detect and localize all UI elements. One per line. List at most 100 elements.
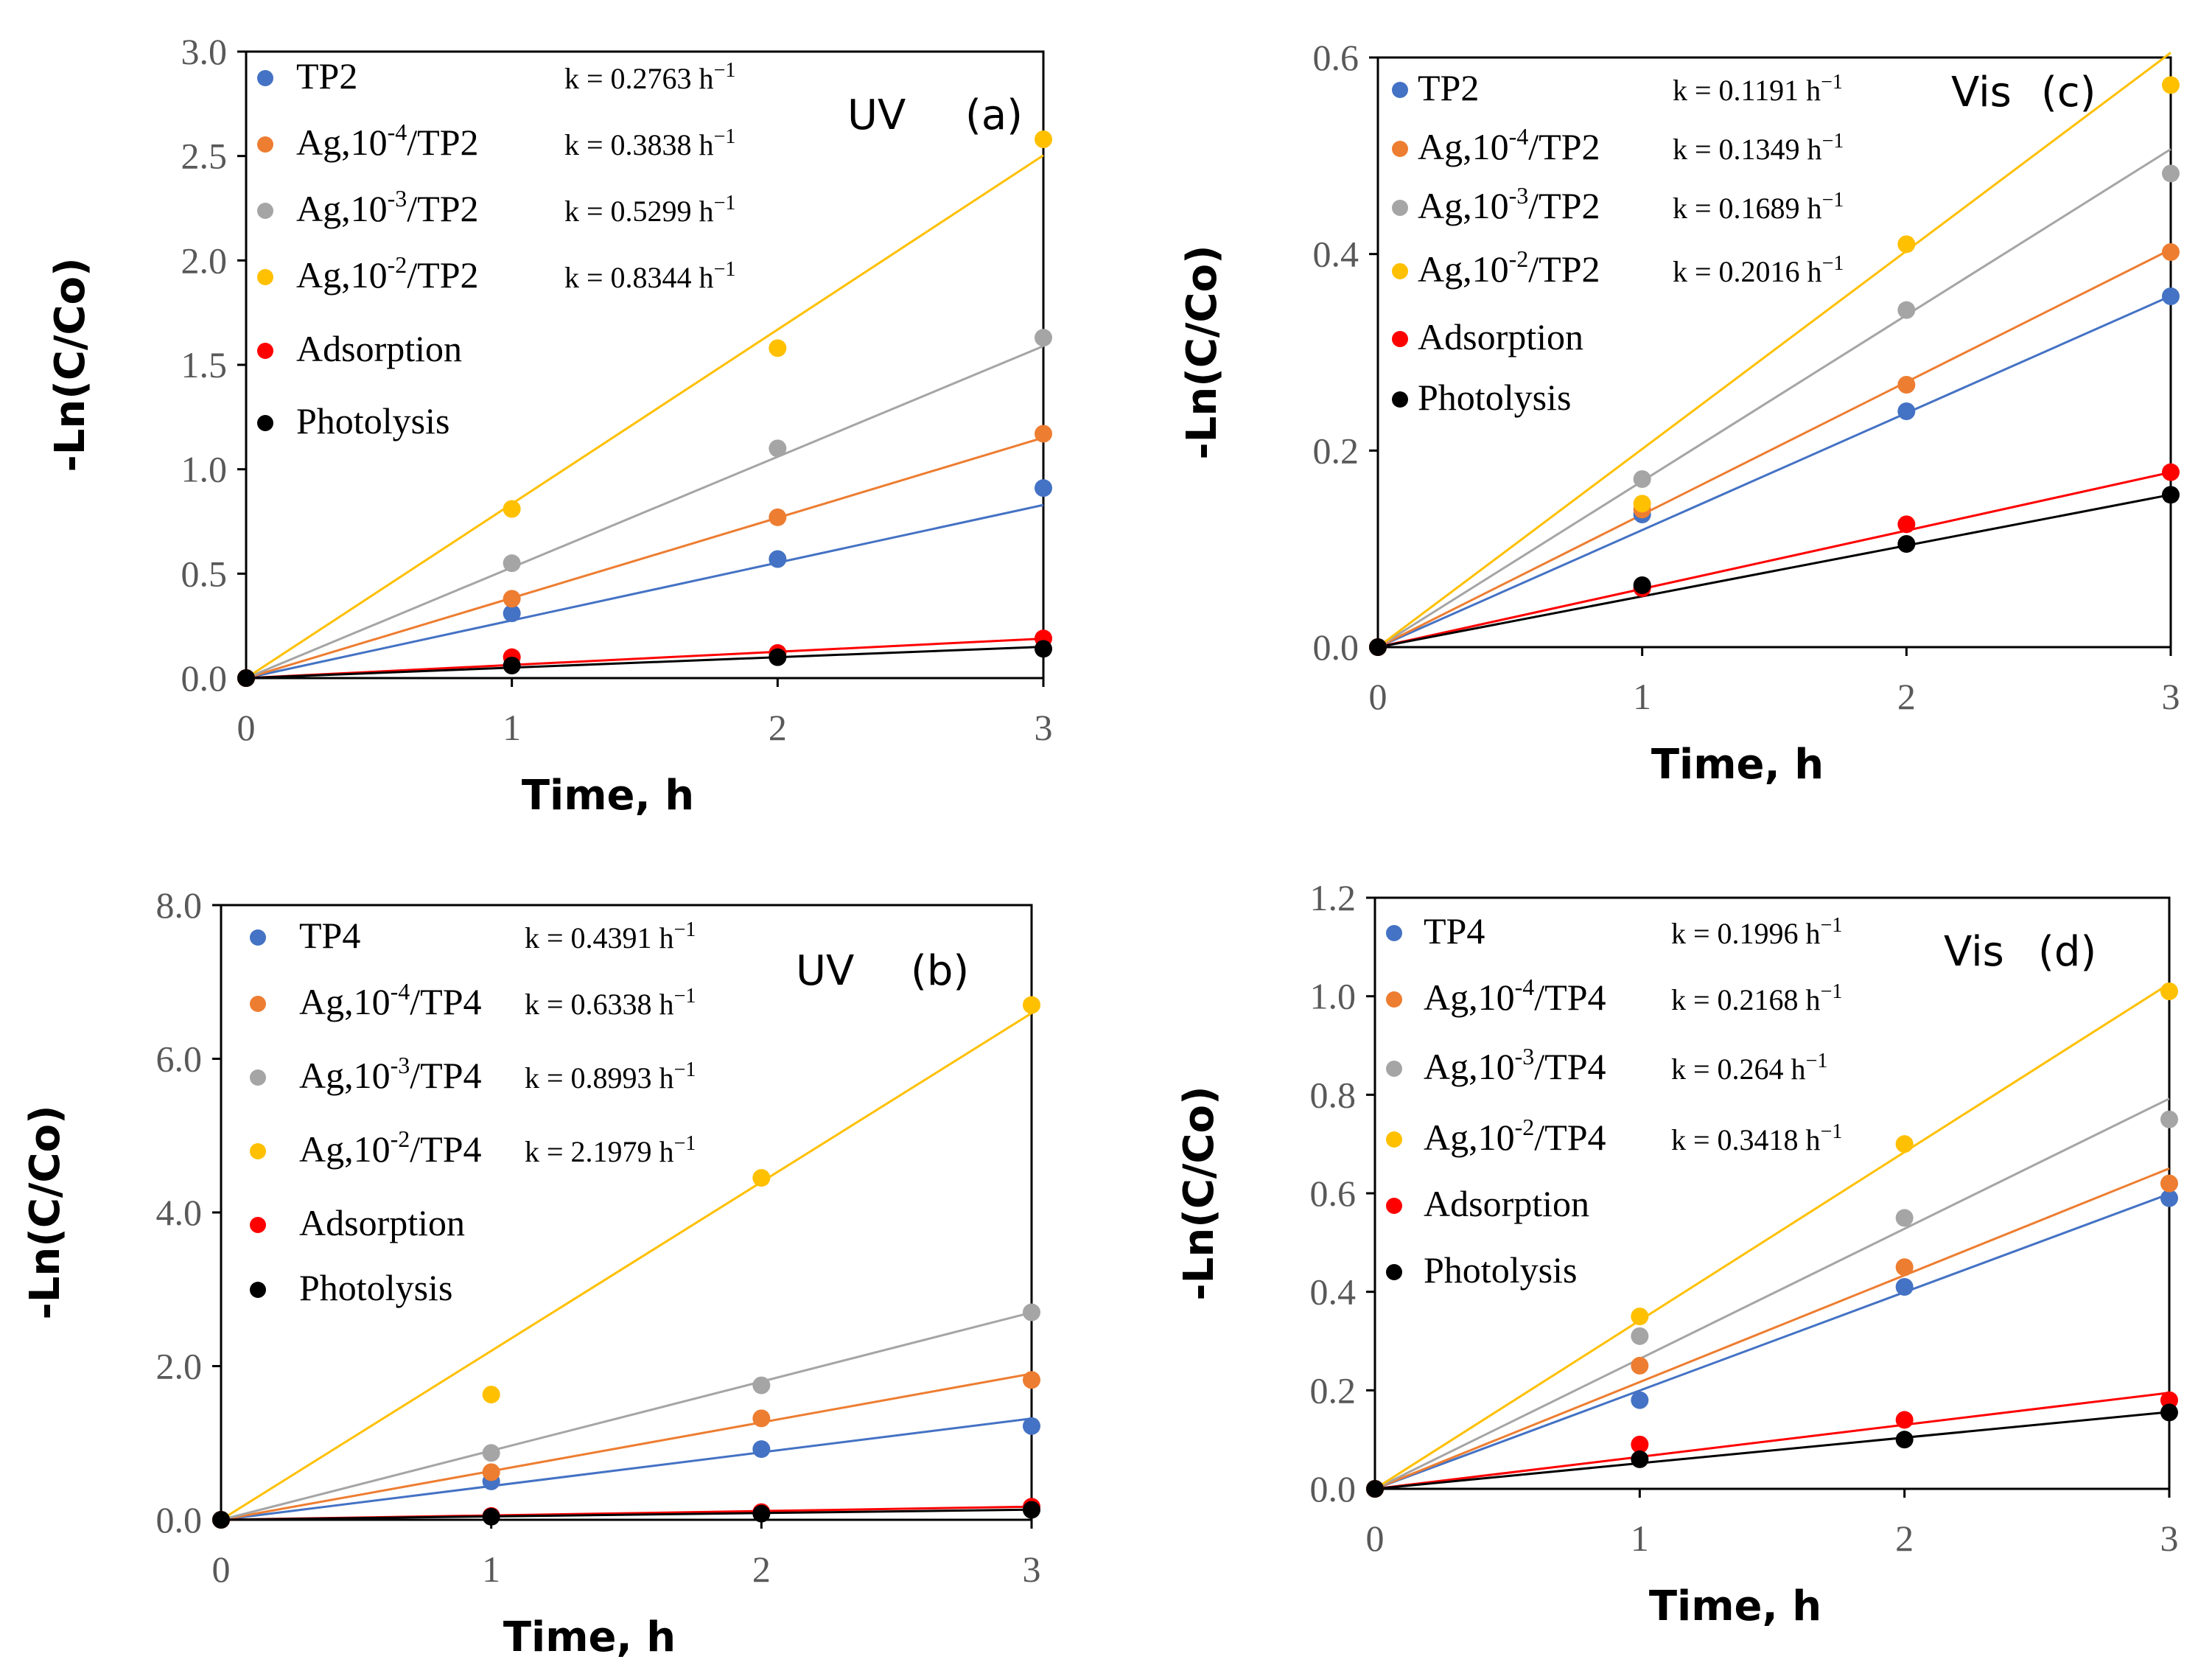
data-point-TP4 (2160, 1189, 2178, 1207)
rate-constant-unit-exponent: −1 (674, 918, 696, 941)
rate-constant-unit-exponent: −1 (674, 985, 696, 1008)
x-tick-label: 0 (212, 1549, 231, 1590)
rate-constant-value: k = 0.1996 h (1671, 917, 1821, 950)
legend-marker (257, 343, 273, 359)
trendline-Ag-10-4-TP2 (245, 436, 1044, 680)
legend-name: Ag,10 (296, 254, 388, 296)
rate-constant-value: k = 2.1979 h (525, 1135, 674, 1168)
legend-superscript: -3 (391, 1052, 410, 1078)
legend-name: Adsorption (1418, 316, 1583, 357)
y-tick-label: 0.6 (1313, 37, 1359, 78)
data-point-Photolysis (237, 669, 255, 687)
legend-marker (1392, 391, 1408, 408)
data-point-Ag-10-2-TP2 (1035, 130, 1052, 148)
rate-constant: k = 0.264 h−1 (1671, 1050, 1827, 1086)
legend-entry: Photolysis (299, 1267, 452, 1308)
data-point-Photolysis (1023, 1501, 1040, 1519)
rate-constant: k = 0.3418 h−1 (1671, 1120, 1842, 1156)
trendline-Ag-10-2-TP4 (220, 1012, 1032, 1521)
data-point-Ag-10-4-TP4 (2160, 1174, 2178, 1193)
rate-constant-unit-exponent: −1 (714, 59, 736, 82)
x-tick-label: 2 (1895, 1518, 1914, 1559)
legend-marker (257, 415, 273, 431)
y-tick-label: 6.0 (156, 1039, 203, 1080)
y-tick-label: 2.5 (181, 136, 228, 177)
trendline-Ag-10-4-TP4 (220, 1372, 1032, 1521)
legend-name: Ag,10 (299, 981, 391, 1022)
legend-entry: Ag,10-2/TP4 (299, 1125, 482, 1170)
legend-marker (250, 1143, 266, 1159)
data-point-Ag-10-4-TP4 (1631, 1356, 1649, 1375)
data-point-Photolysis (503, 657, 521, 674)
data-point-Ag-10-3-TP4 (1631, 1327, 1649, 1345)
legend-marker (257, 203, 273, 219)
data-point-Ag-10-2-TP2 (503, 500, 521, 518)
data-point-TP4 (1631, 1391, 1649, 1409)
legend-entry: Adsorption (1424, 1183, 1589, 1224)
legend-superscript: -2 (391, 1125, 410, 1152)
data-point-Photolysis (212, 1511, 230, 1529)
rate-constant-unit-exponent: −1 (674, 1132, 696, 1155)
data-point-Adsorption (2162, 463, 2180, 481)
data-point-Ag-10-2-TP2 (2162, 76, 2180, 94)
data-point-Adsorption (1631, 1435, 1649, 1453)
data-point-TP2 (503, 604, 521, 623)
x-axis-title: Time, h (1651, 741, 1824, 789)
panels: 0.0 0.5 1.0 1.5 2.0 2.5 3.0 0 1 2 3 Time, h -Ln(C/Co… (21, 31, 2180, 1661)
y-tick-label: 0.4 (1310, 1271, 1357, 1313)
legend-entry: Ag,10-3/TP2 (1418, 182, 1600, 226)
y-tick-label: 1.0 (1310, 976, 1357, 1017)
rate-constant-value: k = 0.5299 h (564, 195, 714, 228)
rate-constant-unit-exponent: −1 (1821, 980, 1843, 1003)
legend-superscript: -2 (1515, 1114, 1535, 1140)
legend-marker (257, 269, 273, 285)
y-axis-title: -Ln(C/Co) (21, 1105, 69, 1319)
legend-entry: TP4 (299, 915, 360, 956)
legend-marker (1392, 263, 1408, 279)
x-tick-label: 1 (1633, 676, 1651, 717)
legend-marker (250, 929, 266, 946)
rate-constant-unit-exponent: −1 (714, 258, 736, 281)
data-point-Ag-10-3-TP4 (1895, 1209, 1914, 1227)
legend-name-suffix: /TP2 (1528, 126, 1600, 167)
data-point-TP2 (1035, 479, 1052, 498)
x-tick-label: 3 (2160, 1518, 2179, 1559)
data-point-Ag-10-4-TP2 (1035, 425, 1052, 443)
legend-name-suffix: /TP4 (410, 981, 481, 1022)
y-axis-title: -Ln(C/Co) (46, 257, 94, 472)
legend-entry: Ag,10-4/TP4 (1424, 974, 1606, 1018)
trendline-TP2 (245, 503, 1044, 680)
legend-superscript: -3 (1509, 182, 1529, 209)
rate-constant: k = 0.1689 h−1 (1673, 189, 1844, 225)
rate-constant: k = 0.3838 h−1 (564, 125, 735, 161)
trendline-TP2 (1377, 295, 2171, 649)
rate-constant: k = 0.2016 h−1 (1673, 252, 1844, 288)
legend-name-suffix: /TP4 (1534, 977, 1606, 1018)
data-point-Adsorption (2160, 1391, 2178, 1409)
y-tick-label: 0.0 (1313, 626, 1359, 668)
legend-name-suffix: /TP4 (410, 1055, 481, 1096)
rate-constant: k = 0.1996 h−1 (1671, 914, 1842, 950)
legend-marker (257, 136, 273, 153)
data-point-Photolysis (1633, 576, 1651, 594)
legend-entry: Ag,10-4/TP2 (296, 119, 479, 163)
data-point-Photolysis (1897, 535, 1916, 553)
legend-marker (1386, 1131, 1402, 1148)
data-point-Ag-10-3-TP2 (1633, 470, 1651, 488)
rate-constant-unit-exponent: −1 (1822, 130, 1844, 153)
rate-constant-value: k = 0.264 h (1671, 1053, 1806, 1086)
data-point-Photolysis (2162, 486, 2180, 504)
trendline-Ag-10-2-TP2 (1377, 52, 2171, 649)
y-tick-label: 0.2 (1313, 430, 1359, 471)
trendline-Ag-10-3-TP4 (220, 1311, 1032, 1521)
data-point-Photolysis (482, 1507, 500, 1526)
data-point-Photolysis (1631, 1450, 1649, 1468)
rate-constant-unit-exponent: −1 (1821, 914, 1843, 937)
legend-name-suffix: /TP2 (407, 254, 478, 296)
data-point-Ag-10-2-TP4 (1895, 1135, 1914, 1153)
legend-entry: Ag,10-2/TP2 (296, 251, 479, 296)
y-tick-label: 2.0 (181, 240, 228, 281)
trendline-Ag-10-4-TP4 (1374, 1167, 2170, 1490)
legend-superscript: -2 (388, 251, 407, 278)
rate-constant-unit-exponent: −1 (1821, 71, 1843, 94)
